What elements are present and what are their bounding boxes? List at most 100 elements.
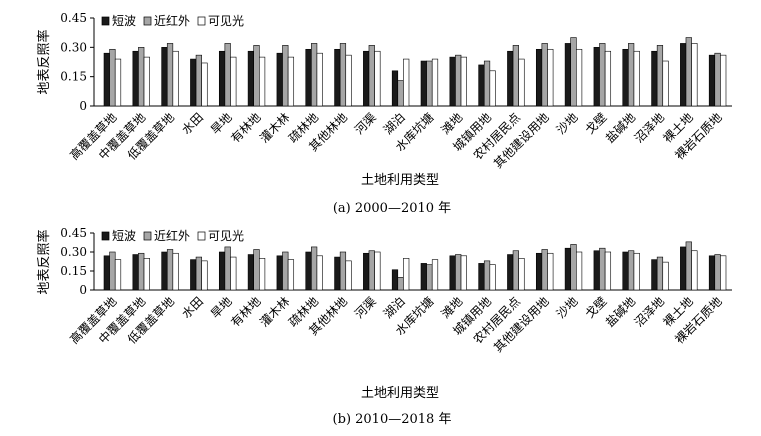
bar-3: [403, 258, 410, 291]
legend-label: 近红外: [154, 13, 190, 28]
bar-2: [311, 43, 318, 107]
x-tick-label: 沙地: [554, 294, 581, 321]
bar-3: [230, 256, 237, 291]
legend-label: 近红外: [154, 228, 190, 243]
bar-1: [651, 50, 658, 107]
bar-1: [334, 48, 341, 107]
bar-2: [339, 251, 347, 291]
bar-3: [201, 62, 208, 107]
bar-1: [449, 56, 456, 107]
bar-3: [575, 48, 583, 107]
bar-3: [720, 54, 727, 107]
bar-2: [282, 45, 289, 107]
legend-swatch: [143, 16, 152, 26]
bar-1: [651, 259, 658, 291]
bar-2: [599, 247, 606, 291]
bar-3: [143, 258, 150, 291]
bar-2: [714, 254, 721, 291]
bar-2: [368, 250, 375, 291]
x-tick-label: 灌木林: [257, 110, 292, 145]
legend-label: 可见光: [208, 229, 244, 243]
bar-2: [541, 249, 548, 291]
bar-2: [483, 260, 491, 291]
bar-3: [403, 58, 410, 107]
bar-1: [478, 64, 485, 107]
legend-label: 短波: [112, 229, 136, 243]
bar-2: [195, 256, 202, 291]
bar-1: [593, 47, 600, 107]
bar-1: [363, 252, 370, 291]
bar-3: [345, 260, 352, 291]
x-tick-label: 盐碱地: [603, 110, 638, 145]
bar-3: [258, 56, 266, 107]
bar-1: [507, 254, 514, 291]
bar-2: [138, 252, 145, 291]
bar-2: [512, 45, 519, 107]
bar-3: [575, 251, 583, 291]
legend-swatch: [101, 16, 110, 26]
bar-3: [374, 251, 381, 291]
y-tick-label: 0.15: [60, 264, 87, 278]
x-tick-label: 沼泽地: [632, 110, 667, 145]
y-tick-label: 0.45: [60, 226, 87, 240]
bar-2: [282, 251, 289, 291]
bar-3: [662, 261, 669, 291]
bar-1: [305, 48, 312, 107]
bar-3: [518, 258, 525, 291]
y-tick-label: 0: [79, 283, 87, 297]
y-axis-title: 地表反照率: [36, 229, 52, 294]
bar-3: [460, 255, 467, 291]
bar-2: [368, 45, 375, 107]
bar-3: [201, 260, 208, 291]
bar-1: [161, 251, 168, 291]
bar-2: [109, 251, 116, 291]
x-tick-label: 河渠: [352, 110, 379, 137]
bar-2: [570, 37, 577, 107]
bar-2: [628, 43, 635, 107]
bar-1: [247, 254, 255, 291]
bar-2: [339, 43, 347, 107]
bar-2: [253, 45, 260, 107]
x-tick-label: 盐碱地: [603, 294, 638, 329]
bar-3: [258, 258, 266, 291]
bar-2: [685, 37, 692, 107]
bar-2: [166, 249, 174, 291]
legend-swatch: [143, 231, 152, 241]
x-tick-label: 水田: [179, 294, 206, 321]
bar-1: [161, 47, 168, 107]
bar-3: [316, 52, 323, 107]
bar-1: [708, 255, 716, 291]
bar-1: [564, 43, 571, 107]
bar-2: [656, 256, 664, 291]
y-tick-label: 0: [79, 99, 87, 113]
x-tick-label: 灌木林: [257, 294, 292, 329]
bar-3: [720, 255, 727, 291]
legend-label: 可见光: [208, 14, 244, 28]
bar-1: [391, 70, 399, 107]
legend-swatch: [101, 231, 110, 241]
bar-3: [172, 50, 179, 107]
bar-3: [287, 259, 295, 291]
legend-swatch: [197, 16, 206, 26]
bar-1: [103, 255, 110, 291]
bar-1: [218, 50, 226, 107]
y-tick-label: 0.30: [60, 40, 87, 54]
y-tick-label: 0.15: [60, 70, 87, 84]
panel-caption: (b) 2010—2018 年: [333, 412, 452, 427]
bar-2: [656, 45, 664, 107]
bar-2: [685, 241, 692, 291]
bar-3: [460, 56, 467, 107]
x-tick-label: 水田: [179, 110, 206, 137]
bar-3: [489, 70, 496, 107]
bar-2: [397, 277, 404, 291]
bar-1: [449, 255, 456, 291]
x-tick-label: 有林地: [228, 294, 263, 329]
bar-2: [426, 264, 433, 291]
bar-2: [483, 60, 491, 107]
x-axis-title: 土地利用类型: [361, 173, 439, 188]
bar-2: [311, 246, 318, 291]
bar-3: [172, 252, 179, 291]
bar-3: [547, 252, 554, 291]
